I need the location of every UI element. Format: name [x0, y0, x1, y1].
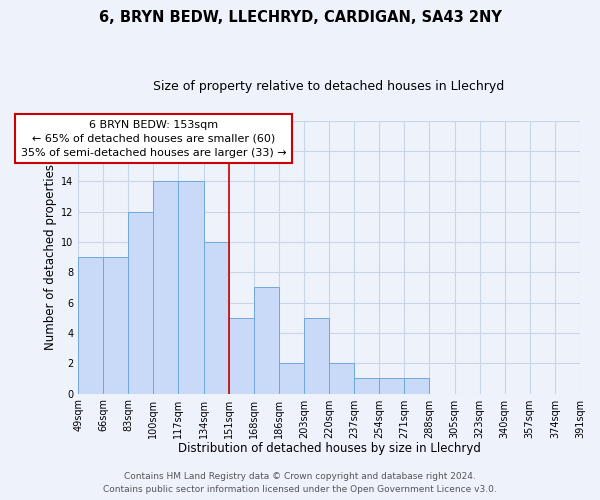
Bar — [379, 378, 404, 394]
Bar — [203, 242, 229, 394]
Text: 6 BRYN BEDW: 153sqm
← 65% of detached houses are smaller (60)
35% of semi-detach: 6 BRYN BEDW: 153sqm ← 65% of detached ho… — [20, 120, 286, 158]
Y-axis label: Number of detached properties: Number of detached properties — [44, 164, 56, 350]
Bar — [329, 364, 354, 394]
Bar — [78, 257, 103, 394]
Bar — [279, 364, 304, 394]
Bar — [103, 257, 128, 394]
Bar — [178, 181, 203, 394]
X-axis label: Distribution of detached houses by size in Llechryd: Distribution of detached houses by size … — [178, 442, 481, 455]
Bar — [254, 288, 279, 394]
Bar — [404, 378, 430, 394]
Text: Contains HM Land Registry data © Crown copyright and database right 2024.
Contai: Contains HM Land Registry data © Crown c… — [103, 472, 497, 494]
Bar — [128, 212, 154, 394]
Bar — [304, 318, 329, 394]
Bar — [354, 378, 379, 394]
Bar — [154, 181, 178, 394]
Title: Size of property relative to detached houses in Llechryd: Size of property relative to detached ho… — [154, 80, 505, 93]
Bar — [229, 318, 254, 394]
Text: 6, BRYN BEDW, LLECHRYD, CARDIGAN, SA43 2NY: 6, BRYN BEDW, LLECHRYD, CARDIGAN, SA43 2… — [98, 10, 502, 25]
